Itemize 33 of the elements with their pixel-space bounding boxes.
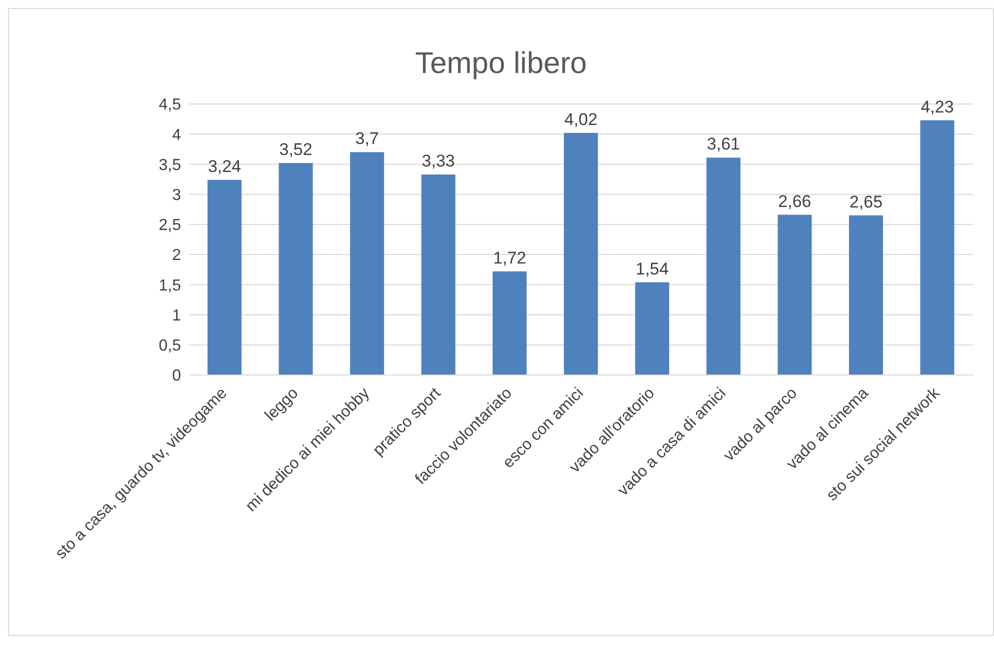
bar — [635, 282, 670, 375]
bar — [848, 215, 883, 375]
bar — [778, 214, 812, 375]
data-label: 4,23 — [920, 97, 954, 116]
data-label: 1,72 — [493, 248, 526, 268]
bar — [421, 174, 456, 375]
bar — [920, 120, 954, 375]
y-tick-label: 3,5 — [158, 156, 182, 174]
y-tick-label: 4 — [172, 126, 182, 144]
data-label: 3,61 — [706, 134, 740, 154]
data-label: 1,54 — [636, 259, 669, 278]
data-label: 3,7 — [355, 129, 379, 148]
data-label: 3,33 — [422, 151, 455, 170]
bar — [208, 180, 242, 375]
bar — [350, 152, 384, 375]
y-tick-label: 4,5 — [158, 96, 182, 114]
data-label: 3,52 — [279, 140, 312, 160]
data-label: 3,24 — [208, 156, 242, 176]
bar — [706, 158, 740, 375]
y-tick-label: 2 — [172, 247, 182, 264]
data-label: 2,65 — [849, 192, 883, 212]
data-label: 4,02 — [564, 110, 598, 129]
data-label: 2,66 — [778, 192, 812, 211]
chart-title: Tempo libero — [414, 47, 588, 81]
y-tick-label: 2,5 — [158, 217, 182, 234]
bar — [492, 271, 527, 375]
bar — [564, 132, 598, 375]
y-tick-label: 3 — [172, 187, 182, 204]
bar — [278, 163, 313, 375]
y-tick-label: 1,5 — [158, 277, 182, 294]
y-tick-label: 1 — [172, 307, 182, 324]
y-tick-label: 0,5 — [158, 338, 182, 355]
y-tick-label: 0 — [172, 368, 182, 385]
